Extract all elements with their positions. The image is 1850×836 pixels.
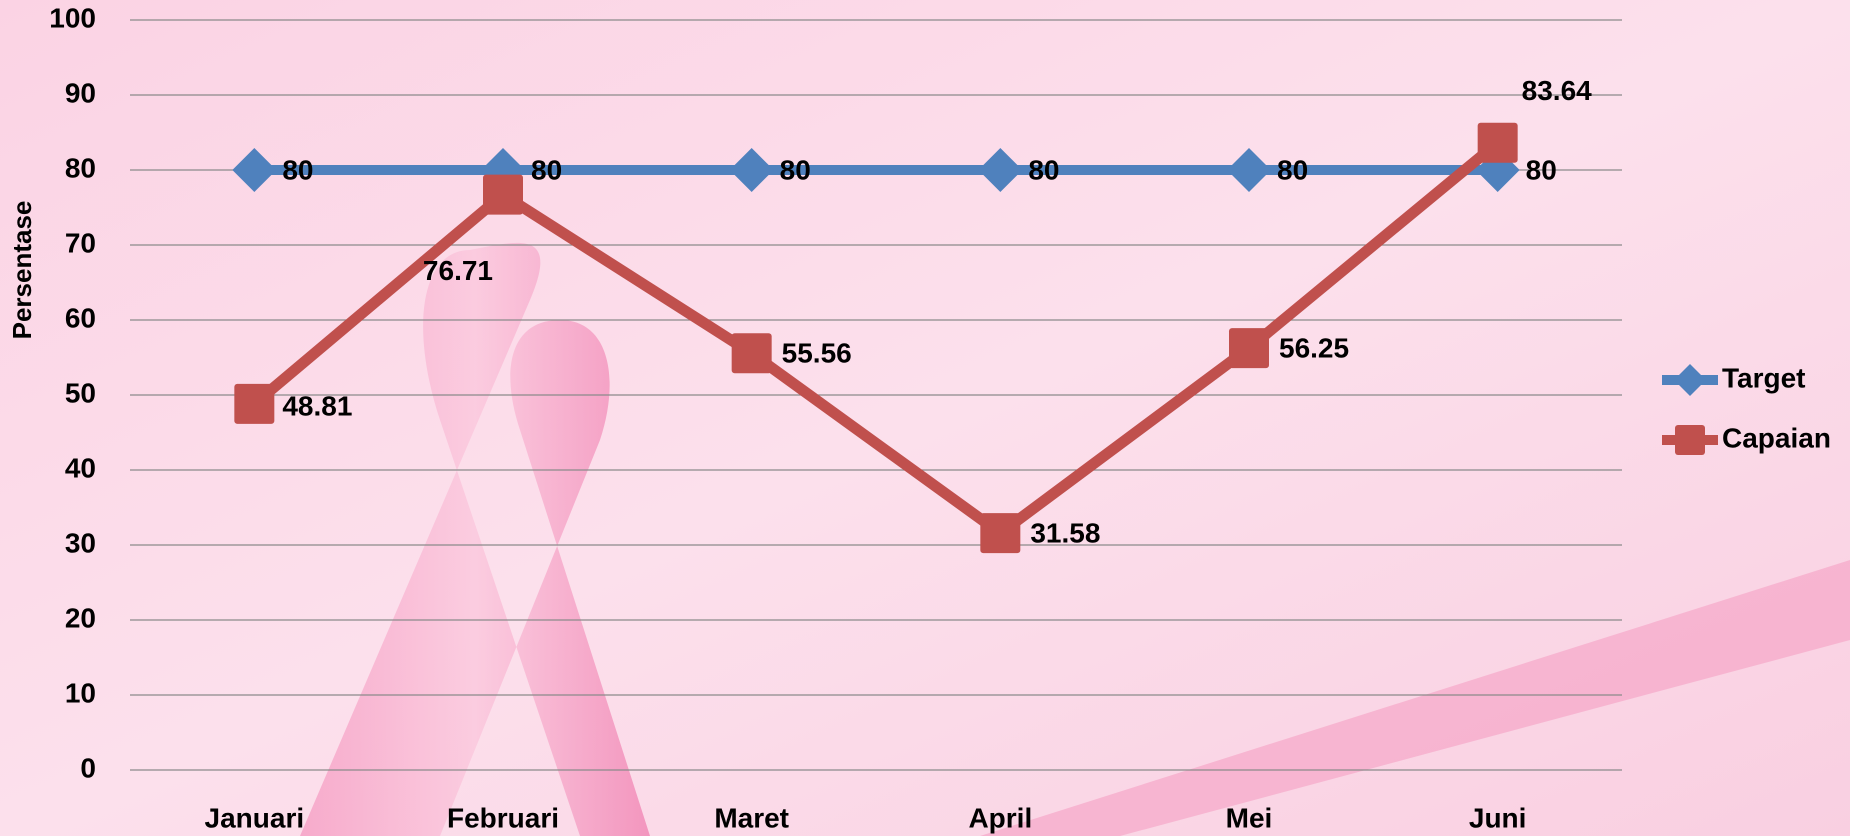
y-tick-label: 50: [65, 377, 96, 408]
marker: [483, 175, 523, 215]
y-tick-label: 100: [49, 2, 96, 33]
y-tick-label: 10: [65, 677, 96, 708]
page: {"chart_data": {"type": "line", "y_label…: [0, 0, 1850, 836]
x-tick-label: Januari: [205, 802, 305, 833]
x-tick-label: Maret: [714, 802, 789, 833]
marker: [1478, 123, 1518, 163]
data-label: 31.58: [1030, 518, 1100, 549]
y-tick-label: 80: [65, 152, 96, 183]
marker: [1675, 425, 1705, 455]
marker: [234, 384, 274, 424]
y-tick-label: 20: [65, 602, 96, 633]
legend-label: Capaian: [1722, 422, 1831, 453]
y-axis-label: Persentase: [7, 201, 37, 340]
marker: [1229, 328, 1269, 368]
chart: Persentase 0 10 20 30 40 50 60 70 80 90 100 Januari…: [0, 0, 1850, 836]
data-label: 83.64: [1522, 75, 1592, 106]
y-tick-label: 60: [65, 302, 96, 333]
x-tick-label: Mei: [1226, 802, 1273, 833]
y-tick-label: 40: [65, 452, 96, 483]
marker: [732, 333, 772, 373]
data-label: 80: [780, 154, 811, 185]
marker: [980, 513, 1020, 553]
data-label: 76.71: [423, 255, 493, 286]
x-tick-label: April: [968, 802, 1032, 833]
y-tick-label: 90: [65, 77, 96, 108]
x-tick-label: Juni: [1469, 802, 1527, 833]
x-tick-label: Februari: [447, 802, 559, 833]
data-label: 55.56: [782, 338, 852, 369]
data-label: 80: [1028, 154, 1059, 185]
data-label: 80: [1526, 154, 1557, 185]
data-label: 56.25: [1279, 333, 1349, 364]
y-tick-label: 0: [80, 752, 96, 783]
legend-label: Target: [1722, 362, 1806, 393]
data-label: 80: [531, 154, 562, 185]
data-label: 80: [1277, 154, 1308, 185]
y-tick-label: 30: [65, 527, 96, 558]
y-tick-label: 70: [65, 227, 96, 258]
data-label: 80: [282, 154, 313, 185]
data-label: 48.81: [282, 390, 352, 421]
